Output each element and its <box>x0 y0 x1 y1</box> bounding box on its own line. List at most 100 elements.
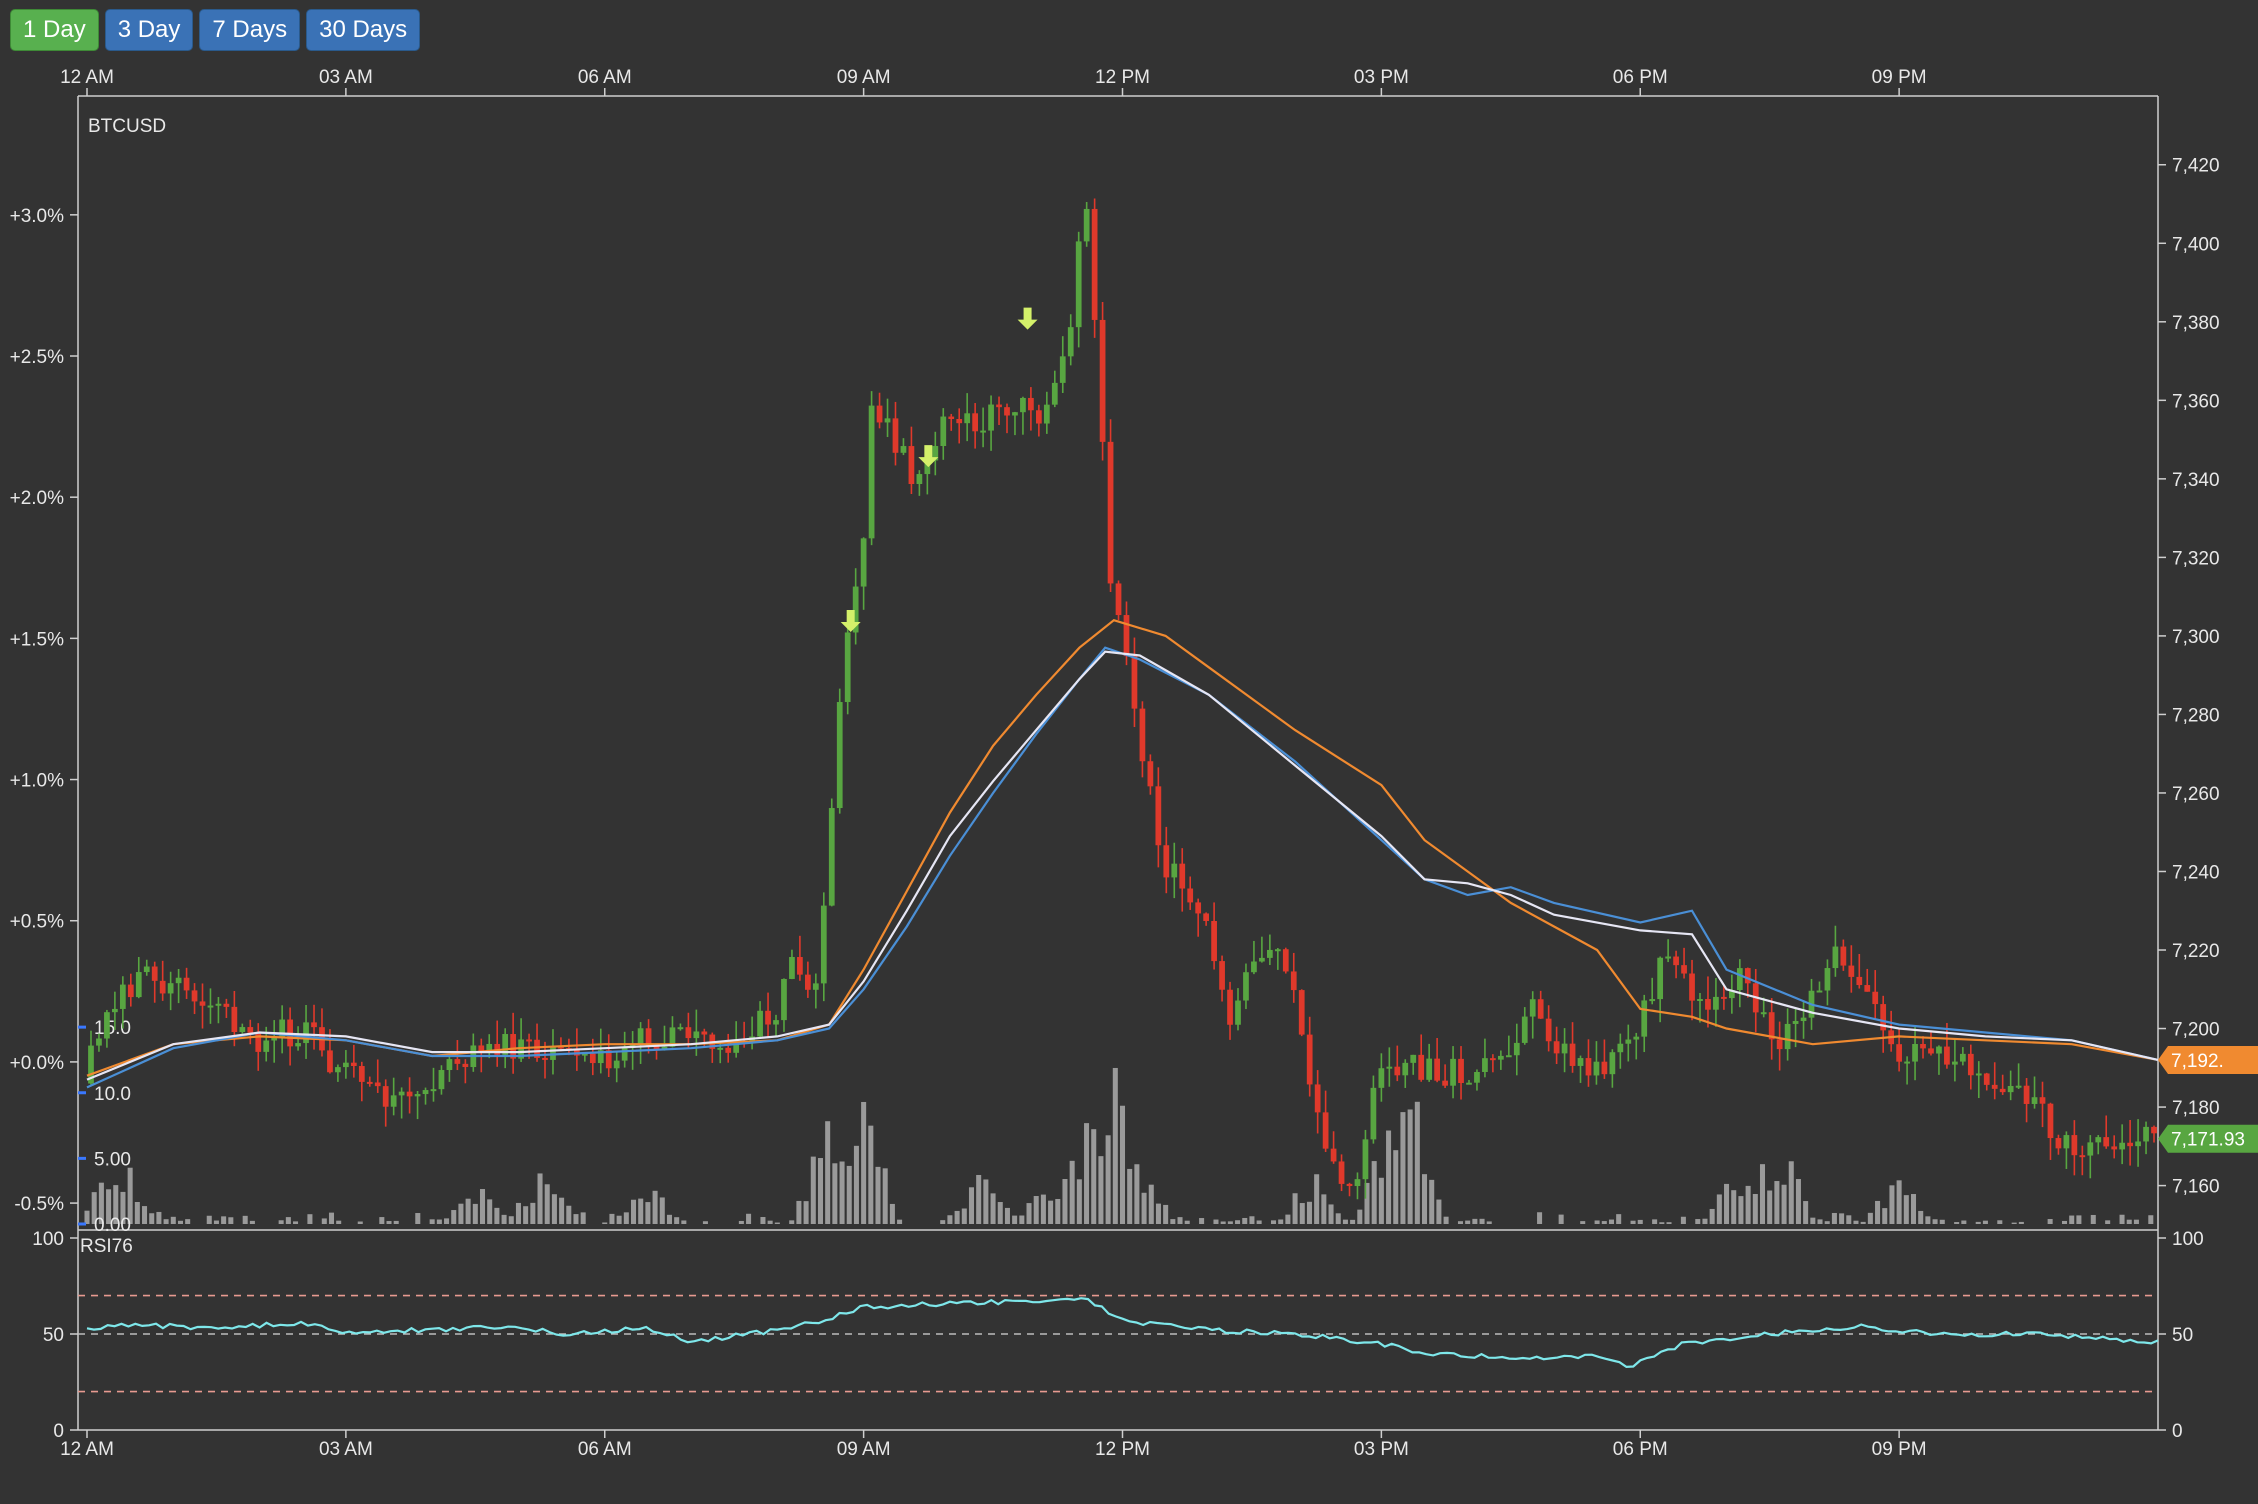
candle-down <box>589 1053 596 1064</box>
volume-bar <box>1443 1216 1449 1224</box>
candle-up <box>1521 1016 1528 1043</box>
volume-bar <box>2133 1219 2139 1224</box>
range-3-day-button[interactable]: 3 Day <box>104 9 194 51</box>
candle-down <box>1569 1043 1576 1066</box>
candle-up <box>486 1043 493 1052</box>
candle-up <box>2095 1137 2102 1143</box>
candle-down <box>1123 615 1130 657</box>
volume-bar <box>968 1187 975 1224</box>
candle-down <box>526 1039 532 1042</box>
candle-up <box>781 978 787 1021</box>
volume-bar <box>1580 1221 1586 1224</box>
price-tick-label: 7,220 <box>2172 941 2220 962</box>
candle-down <box>1314 1084 1321 1113</box>
volume-bar <box>1939 1219 1945 1224</box>
volume-bar <box>1774 1181 1780 1224</box>
candle-down <box>1585 1058 1592 1076</box>
candle-up <box>1529 999 1536 1017</box>
volume-bar <box>1932 1219 1938 1224</box>
volume-bar <box>2148 1215 2154 1224</box>
volume-bar <box>177 1220 183 1224</box>
volume-bar <box>1199 1218 1205 1224</box>
volume-bar <box>1724 1183 1730 1224</box>
range-30-days-button[interactable]: 30 Days <box>306 9 421 51</box>
volume-bar <box>1040 1194 1046 1224</box>
volume-bar <box>1702 1218 1708 1224</box>
volume-bar <box>1249 1216 1255 1224</box>
candle-up <box>1609 1052 1616 1075</box>
volume-bar <box>1335 1213 1341 1224</box>
candle-down <box>605 1050 612 1069</box>
candle-up <box>1466 1082 1472 1085</box>
candle-up <box>295 1043 301 1047</box>
volume-bar <box>1184 1220 1190 1224</box>
volume-bar <box>810 1156 816 1224</box>
candle-down <box>327 1050 333 1073</box>
price-tag-label: 7,171.93 <box>2171 1130 2245 1151</box>
volume-bar <box>84 1210 90 1224</box>
volume-bar <box>609 1213 615 1224</box>
candle-up <box>637 1028 644 1044</box>
volume-bar <box>1637 1219 1643 1224</box>
candle-up <box>390 1095 397 1107</box>
candle-up <box>1251 961 1257 973</box>
x-tick-label: 09 PM <box>1872 1439 1927 1460</box>
volume-bar <box>1486 1221 1492 1224</box>
candle-down <box>223 1003 230 1007</box>
range-7-days-button[interactable]: 7 Days <box>199 9 301 51</box>
volume-bar <box>666 1214 672 1224</box>
candle-up <box>2063 1135 2070 1149</box>
candle-up <box>1482 1058 1488 1073</box>
candle-up <box>1561 1043 1568 1054</box>
candle-down <box>1673 956 1679 966</box>
candle-up <box>1354 1179 1361 1187</box>
candle-down <box>1442 1080 1448 1086</box>
rsi-title: RSI76 <box>80 1236 133 1257</box>
rsi-line <box>86 1297 2159 1369</box>
price-tag-label: 7,192. <box>2171 1051 2224 1072</box>
volume-bar <box>120 1191 126 1224</box>
volume-bar <box>1803 1201 1809 1224</box>
candle-up <box>1657 957 1664 1000</box>
candle-up <box>669 1027 676 1047</box>
volume-bar <box>1213 1219 1219 1224</box>
volume-bar <box>1242 1217 1248 1224</box>
volume-bar <box>2076 1215 2082 1224</box>
volume-bar <box>1414 1101 1420 1224</box>
volume-bar <box>702 1221 708 1224</box>
volume-bar <box>508 1216 514 1224</box>
volume-bar <box>1853 1220 1859 1224</box>
volume-bar <box>1472 1218 1478 1224</box>
volume-bar <box>479 1189 486 1224</box>
range-1-day-button[interactable]: 1 Day <box>10 9 99 51</box>
rsi-tick-label: 0 <box>53 1421 64 1442</box>
candle-up <box>828 808 835 906</box>
volume-bar <box>185 1219 191 1224</box>
candle-down <box>1840 946 1847 966</box>
candle-down <box>996 404 1002 408</box>
volume-bar <box>1306 1201 1312 1224</box>
ma-orange-line <box>86 618 2159 1077</box>
candle-up <box>1904 1061 1910 1064</box>
candle-up <box>2135 1141 2141 1147</box>
volume-bar <box>293 1221 299 1224</box>
volume-bar <box>285 1217 291 1224</box>
candle-up <box>1625 1039 1632 1044</box>
volume-bar <box>868 1125 874 1224</box>
candle-down <box>725 1047 732 1053</box>
volume-bar <box>2105 1220 2111 1224</box>
candle-up <box>1713 996 1719 1010</box>
candle-up <box>988 404 994 431</box>
volume-bar <box>1436 1199 1442 1224</box>
volume-tick-label: 0.00 <box>94 1215 131 1236</box>
volume-bar <box>1457 1221 1463 1224</box>
candle-down <box>1394 1066 1401 1076</box>
volume-bar <box>1982 1220 1988 1224</box>
volume-bar <box>436 1219 442 1224</box>
ma-white-line <box>86 650 2159 1081</box>
candle-up <box>1736 968 1743 991</box>
volume-bar <box>1012 1215 1018 1224</box>
candle-up <box>717 1047 724 1050</box>
volume-bar <box>1026 1203 1032 1224</box>
